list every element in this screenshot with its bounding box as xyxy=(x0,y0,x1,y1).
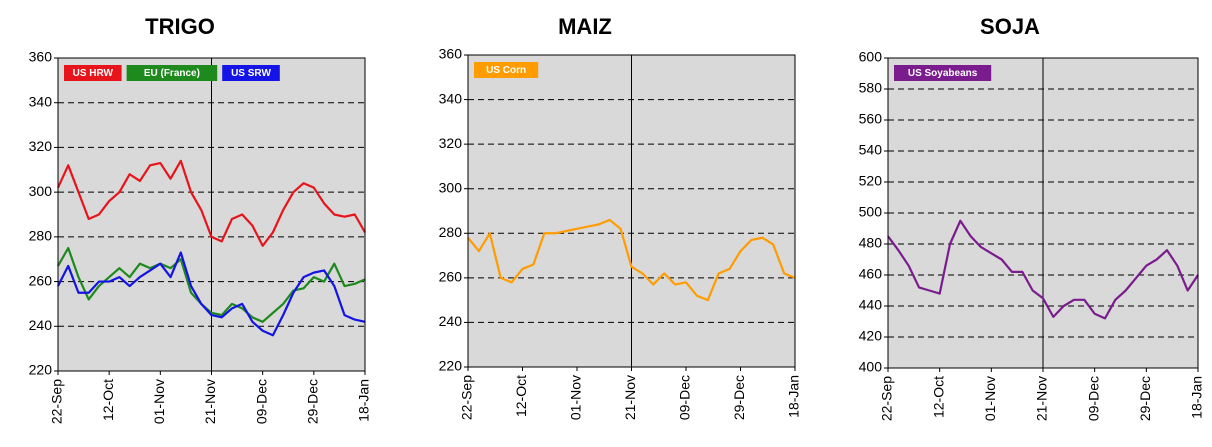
x-tick-label: 09-Dec xyxy=(253,379,269,424)
y-tick-label: 320 xyxy=(29,138,53,154)
y-tick-label: 520 xyxy=(859,173,883,189)
y-tick-label: 260 xyxy=(29,272,53,288)
x-tick-label: 12-Oct xyxy=(513,375,529,417)
y-tick-label: 480 xyxy=(859,235,883,251)
x-tick-label: 21-Nov xyxy=(1034,376,1050,421)
series-line xyxy=(467,218,796,302)
y-tick-label: 340 xyxy=(439,90,463,106)
series-line xyxy=(56,159,366,247)
legend-swatch xyxy=(222,65,280,81)
y-tick-label: 360 xyxy=(439,46,463,62)
x-tick-label: 18-Jan xyxy=(1189,376,1205,419)
y-tick-label: 280 xyxy=(29,228,53,244)
legend-label: US HRW xyxy=(73,68,114,79)
series-line xyxy=(57,251,366,337)
y-tick-label: 340 xyxy=(29,93,53,109)
x-tick-label: 21-Nov xyxy=(202,379,218,424)
series-line xyxy=(887,219,1199,320)
plot-border xyxy=(467,54,796,368)
x-tick-label: 29-Dec xyxy=(305,379,321,424)
chart-title: MAIZ xyxy=(558,14,612,39)
series-line xyxy=(57,246,366,323)
x-tick-label: 18-Jan xyxy=(786,375,802,418)
y-tick-label: 220 xyxy=(439,358,463,374)
x-tick-label: 22-Sep xyxy=(459,375,475,420)
x-tick-label: 29-Dec xyxy=(1137,376,1153,421)
legend-label: US Corn xyxy=(486,65,526,76)
x-tick-label: 12-Oct xyxy=(100,379,116,421)
y-tick-label: 240 xyxy=(29,317,53,333)
plot-border xyxy=(887,57,1199,369)
y-tick-label: 400 xyxy=(859,359,883,375)
x-tick-label: 18-Jan xyxy=(356,379,372,422)
chart-title: SOJA xyxy=(980,14,1040,39)
x-tick-label: 29-Dec xyxy=(731,375,747,420)
chart-title: TRIGO xyxy=(145,14,215,39)
legend-swatch xyxy=(64,65,122,81)
y-tick-label: 280 xyxy=(439,224,463,240)
x-tick-label: 22-Sep xyxy=(49,379,65,424)
x-tick-label: 01-Nov xyxy=(151,379,167,424)
y-tick-label: 240 xyxy=(439,313,463,329)
y-tick-label: 560 xyxy=(859,111,883,127)
x-tick-label: 01-Nov xyxy=(568,375,584,420)
legend-label: EU (France) xyxy=(144,68,200,79)
x-tick-label: 01-Nov xyxy=(982,376,998,421)
y-tick-label: 300 xyxy=(439,179,463,195)
y-tick-label: 220 xyxy=(29,362,53,378)
y-tick-label: 440 xyxy=(859,297,883,313)
y-tick-label: 420 xyxy=(859,328,883,344)
y-tick-label: 500 xyxy=(859,204,883,220)
x-tick-label: 12-Oct xyxy=(930,376,946,418)
x-tick-label: 21-Nov xyxy=(622,375,638,420)
x-tick-label: 09-Dec xyxy=(677,375,693,420)
y-tick-label: 260 xyxy=(439,269,463,285)
y-tick-label: 460 xyxy=(859,266,883,282)
x-tick-label: 09-Dec xyxy=(1085,376,1101,421)
y-tick-label: 540 xyxy=(859,142,883,158)
y-tick-label: 320 xyxy=(439,135,463,151)
legend-swatch xyxy=(126,65,218,81)
y-tick-label: 360 xyxy=(29,49,53,65)
legend-label: US Soyabeans xyxy=(908,68,978,79)
legend-swatch xyxy=(894,65,992,81)
legend-label: US SRW xyxy=(231,68,271,79)
y-tick-label: 580 xyxy=(859,80,883,96)
y-tick-label: 600 xyxy=(859,49,883,65)
y-tick-label: 300 xyxy=(29,183,53,199)
legend-swatch xyxy=(474,62,539,78)
x-tick-label: 22-Sep xyxy=(879,376,895,421)
plot-border xyxy=(57,57,366,372)
